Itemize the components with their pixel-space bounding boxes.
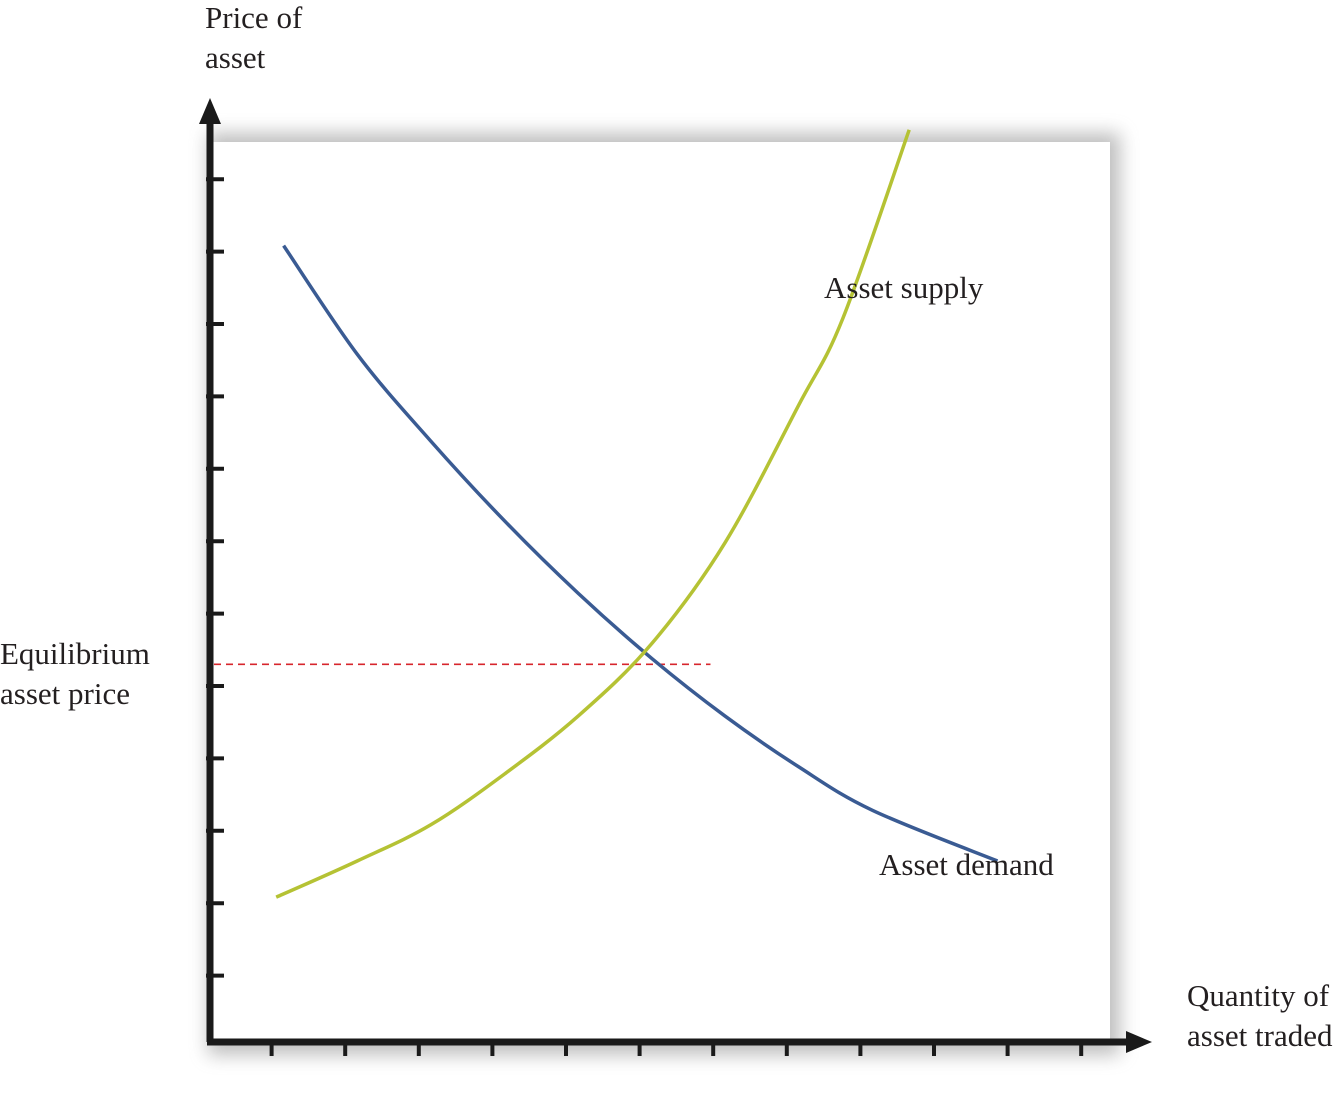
y-axis-title: Price of asset (205, 0, 310, 75)
y-axis-ticks (206, 177, 224, 978)
asset-supply-label: Asset supply (824, 270, 984, 305)
x-axis-title: Quantity of asset traded (1187, 978, 1337, 1053)
plot-panel (210, 142, 1110, 1042)
x-axis-arrow-icon (1126, 1031, 1152, 1053)
y-axis-arrow-icon (199, 98, 221, 124)
asset-demand-label: Asset demand (879, 847, 1054, 882)
x-axis-ticks (269, 1042, 1084, 1056)
equilibrium-price-label: Equilibrium asset price (0, 636, 158, 711)
asset-supply-curve (275, 129, 911, 899)
asset-demand-curve (282, 244, 999, 863)
